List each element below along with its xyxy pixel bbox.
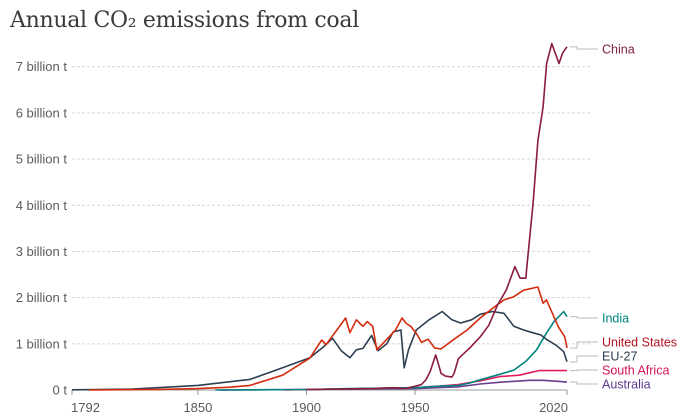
series-line-united-states [89,286,568,391]
y-tick-label: 1 billion t [16,336,68,351]
series-label: China [602,43,635,57]
series-line-eu-27 [71,310,568,391]
series-line-india [215,310,568,391]
label-connector [570,46,598,50]
label-connector [570,355,598,363]
x-tick-label: 2020 [539,400,568,415]
y-tick-label: 7 billion t [16,59,68,74]
x-tick-label: 1900 [292,400,321,415]
y-tick-label: 6 billion t [16,105,68,120]
series-line-china [306,42,568,391]
y-tick-label: 2 billion t [16,290,68,305]
y-tick-label: 3 billion t [16,244,68,259]
label-connector [570,381,598,385]
label-connector [570,369,598,372]
y-tick-label: 4 billion t [16,198,68,213]
series-label: South Africa [602,364,669,378]
series-label: Australia [602,378,651,392]
y-tick-label: 0 t [53,383,68,398]
x-tick-label: 1950 [401,400,430,415]
x-tick-label: 1792 [71,400,100,415]
label-connector [570,316,598,319]
series-label: EU-27 [602,350,637,364]
series-label: India [602,312,629,326]
label-connector [570,341,598,349]
series-label: United States [602,336,677,350]
chart-title: Annual CO₂ emissions from coal [10,8,359,33]
y-tick-label: 5 billion t [16,152,68,167]
x-tick-label: 1850 [183,400,212,415]
